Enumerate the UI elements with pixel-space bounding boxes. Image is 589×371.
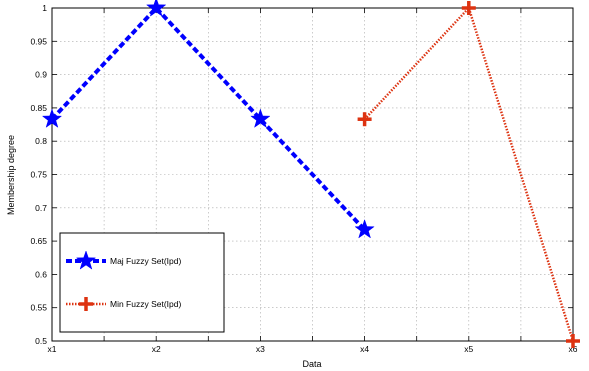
x-axis-label: Data <box>302 359 321 369</box>
legend: Maj Fuzzy Set(Ipd) Min Fuzzy Set(Ipd) <box>59 232 225 333</box>
y-axis-label: Membership degree <box>6 135 16 215</box>
legend-plus-marker <box>79 297 93 311</box>
legend-item: Min Fuzzy Set(Ipd) <box>66 297 181 311</box>
star-marker <box>250 108 271 128</box>
legend-label: Min Fuzzy Set(Ipd) <box>110 299 181 309</box>
series-2 <box>357 1 580 348</box>
star-marker <box>145 0 167 17</box>
y-tick-label: 0.9 <box>35 70 47 80</box>
x-tick-label: x3 <box>256 344 265 354</box>
x-tick-label: x5 <box>464 344 473 354</box>
y-tick-label: 0.6 <box>35 269 47 279</box>
series-line <box>363 5 575 342</box>
y-tick-label: 1 <box>42 3 47 13</box>
x-tick-label: x1 <box>48 344 57 354</box>
y-tick-label: 0.5 <box>35 336 47 346</box>
y-tick-label: 0.75 <box>30 170 47 180</box>
y-tick-label: 0.8 <box>35 136 47 146</box>
series-line <box>50 5 367 232</box>
star-marker <box>354 219 375 239</box>
x-tick-label: x2 <box>152 344 161 354</box>
x-axis-ticks: x1 x2 x3 x4 x5 x6 <box>48 344 578 354</box>
axis-ticks <box>51 7 574 342</box>
y-tick-label: 0.7 <box>35 203 47 213</box>
legend-box <box>59 232 225 333</box>
plus-marker <box>461 1 476 15</box>
plus-marker <box>357 112 372 127</box>
x-tick-label: x6 <box>569 344 578 354</box>
y-tick-label: 0.55 <box>30 303 47 313</box>
series-1 <box>41 0 375 239</box>
legend-label: Maj Fuzzy Set(Ipd) <box>110 256 181 266</box>
legend-star-marker <box>75 250 97 270</box>
y-tick-label: 0.85 <box>30 103 47 113</box>
x-tick-label: x4 <box>360 344 369 354</box>
y-axis-ticks: 0.5 0.55 0.6 0.65 0.7 0.75 0.8 0.85 0.9 0.95 1 <box>30 3 47 346</box>
star-marker <box>41 108 63 128</box>
plus-marker <box>566 334 580 348</box>
y-tick-label: 0.65 <box>30 236 47 246</box>
series-layer <box>41 0 580 348</box>
plot-frame <box>51 7 574 342</box>
legend-item: Maj Fuzzy Set(Ipd) <box>66 250 181 270</box>
y-tick-label: 0.95 <box>30 36 47 46</box>
